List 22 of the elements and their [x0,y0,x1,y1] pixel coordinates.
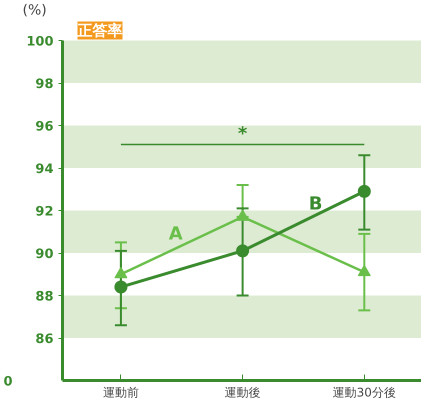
chart-title: 正答率 [76,22,122,40]
y-tick-label: 94 [35,162,54,177]
x-tick-label: 運動前 [102,386,139,400]
point [114,266,128,278]
point [358,184,371,198]
annotation: * [238,124,248,145]
y-tick-label: 92 [35,204,54,220]
y-tick-label: 98 [35,77,54,92]
x-tick-label: 運動後 [224,386,261,400]
y-axis-title: (%) [22,2,47,18]
y-tick-label: 90 [35,247,54,262]
y-tick-label: 96 [35,120,54,134]
y-tick-label: 86 [35,332,54,347]
y-tick-label: 88 [35,290,54,304]
series-label: A [168,223,183,244]
y-tick-label: 100 [26,34,54,50]
point [236,209,250,221]
x-tick-label: 運動30分後 [332,386,396,400]
point [358,264,371,276]
series-label: B [308,194,322,215]
text: 0 [3,374,12,390]
point [236,244,250,258]
